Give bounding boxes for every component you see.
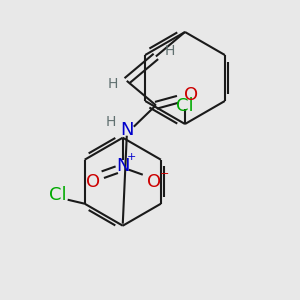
Text: +: +	[127, 152, 136, 162]
Text: O: O	[147, 173, 161, 191]
Text: Cl: Cl	[49, 186, 67, 204]
Text: N: N	[116, 157, 130, 175]
Text: N: N	[120, 121, 134, 139]
Text: H: H	[108, 77, 118, 91]
Text: H: H	[106, 115, 116, 129]
Text: −: −	[160, 169, 170, 179]
Text: Cl: Cl	[176, 97, 194, 115]
Text: H: H	[165, 44, 175, 58]
Text: O: O	[86, 173, 100, 191]
Text: O: O	[184, 86, 198, 104]
